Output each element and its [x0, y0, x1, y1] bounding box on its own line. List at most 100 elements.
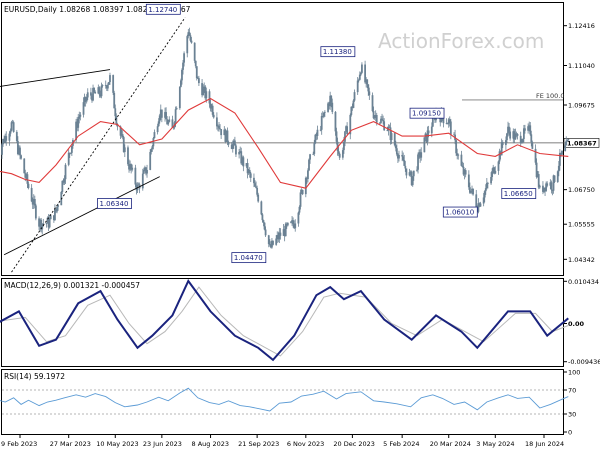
candle-body [4, 136, 7, 143]
candle-body [271, 240, 273, 248]
candle-body [180, 80, 182, 87]
candle-body [373, 116, 376, 119]
candle-body [427, 130, 430, 134]
candle-body [285, 223, 288, 226]
macd-series-layer [0, 279, 569, 362]
candle-body [61, 180, 64, 192]
candle-body [320, 116, 323, 130]
candle-body [305, 177, 308, 180]
candle-body [277, 235, 280, 240]
candle-body [535, 162, 538, 178]
candle-body [479, 203, 482, 207]
candle-body [529, 125, 532, 135]
candle-body [8, 133, 11, 141]
candle-body [245, 163, 248, 167]
candle-body [312, 153, 315, 155]
trendline [0, 69, 111, 87]
date-tick-label: 18 Jun 2024 [525, 440, 564, 448]
candle-body [241, 157, 244, 164]
candle-body [492, 167, 495, 172]
candle-body [321, 116, 324, 117]
price-annotation-label: 1.09150 [412, 110, 441, 118]
candle-body [565, 140, 568, 146]
candle-body [57, 205, 60, 207]
candle-body [105, 85, 108, 89]
candle-body [231, 144, 234, 149]
candle-body [182, 62, 184, 70]
candle-body [337, 150, 340, 154]
candle-body [56, 206, 58, 212]
candle-body [291, 220, 293, 222]
candle-body [18, 147, 20, 155]
candle-body [316, 129, 319, 136]
candle-body [411, 176, 414, 186]
candle-body [122, 137, 125, 153]
date-tick-label: 9 Feb 2023 [1, 440, 37, 448]
candle-body [365, 79, 368, 83]
candle-body [431, 115, 434, 127]
candle-body [10, 122, 13, 131]
candle-body [134, 167, 137, 185]
macd-tick-label: 0.00 [568, 320, 585, 328]
candle-body [323, 111, 326, 113]
candle-body [460, 154, 463, 166]
candle-body [516, 134, 519, 136]
candle-body [420, 152, 423, 158]
candle-body [359, 72, 362, 75]
candle-body [393, 133, 396, 146]
candle-body [171, 119, 174, 128]
candle-body [242, 157, 245, 167]
candle-body [128, 164, 130, 170]
candle-body [375, 115, 378, 123]
candle-body [127, 147, 129, 165]
candle-body [1, 144, 3, 155]
candle-body [201, 83, 203, 96]
candle-body [32, 199, 35, 205]
candle-body [485, 183, 488, 189]
candle-body [76, 121, 79, 128]
candle-body [512, 131, 515, 139]
candle-body [498, 151, 501, 162]
candle-body [275, 238, 278, 245]
candle-body [131, 167, 134, 170]
candle-body [283, 229, 286, 237]
candle-body [219, 128, 221, 130]
candle-body [329, 95, 332, 107]
candle-body [467, 174, 470, 188]
candle-body [545, 183, 548, 191]
candle-body [364, 64, 366, 83]
candle-body [286, 222, 289, 226]
candle-body [160, 109, 163, 118]
fe-level-label: FE 100.0 [536, 92, 565, 100]
candle-body [307, 170, 309, 180]
candle-body [174, 109, 177, 123]
candle-body [264, 229, 267, 236]
date-tick-label: 20 Dec 2023 [333, 440, 375, 448]
candle-body [46, 217, 49, 224]
candle-body [552, 175, 555, 191]
candle-body [497, 161, 500, 171]
candle-body [86, 92, 89, 98]
candle-body [299, 192, 302, 207]
candle-body [30, 187, 33, 202]
candle-body [416, 169, 418, 171]
price-annotation-label: 1.06340 [100, 200, 129, 208]
candle-body [254, 183, 256, 187]
candle-body [319, 129, 322, 131]
candle-body [12, 122, 15, 132]
candle-body [380, 118, 382, 123]
candle-body [381, 118, 383, 120]
candle-body [509, 131, 512, 139]
candle-body [54, 208, 56, 221]
candle-body [341, 150, 344, 158]
candle-body [34, 205, 37, 219]
candle-body [178, 86, 181, 109]
candle-body [194, 60, 197, 67]
date-tick-label: 8 Aug 2023 [192, 440, 230, 448]
candle-body [24, 173, 27, 178]
candle-body [366, 79, 369, 85]
candle-body [49, 215, 52, 220]
candle-body [99, 94, 102, 97]
candle-body [195, 66, 198, 79]
candle-body [404, 165, 407, 169]
